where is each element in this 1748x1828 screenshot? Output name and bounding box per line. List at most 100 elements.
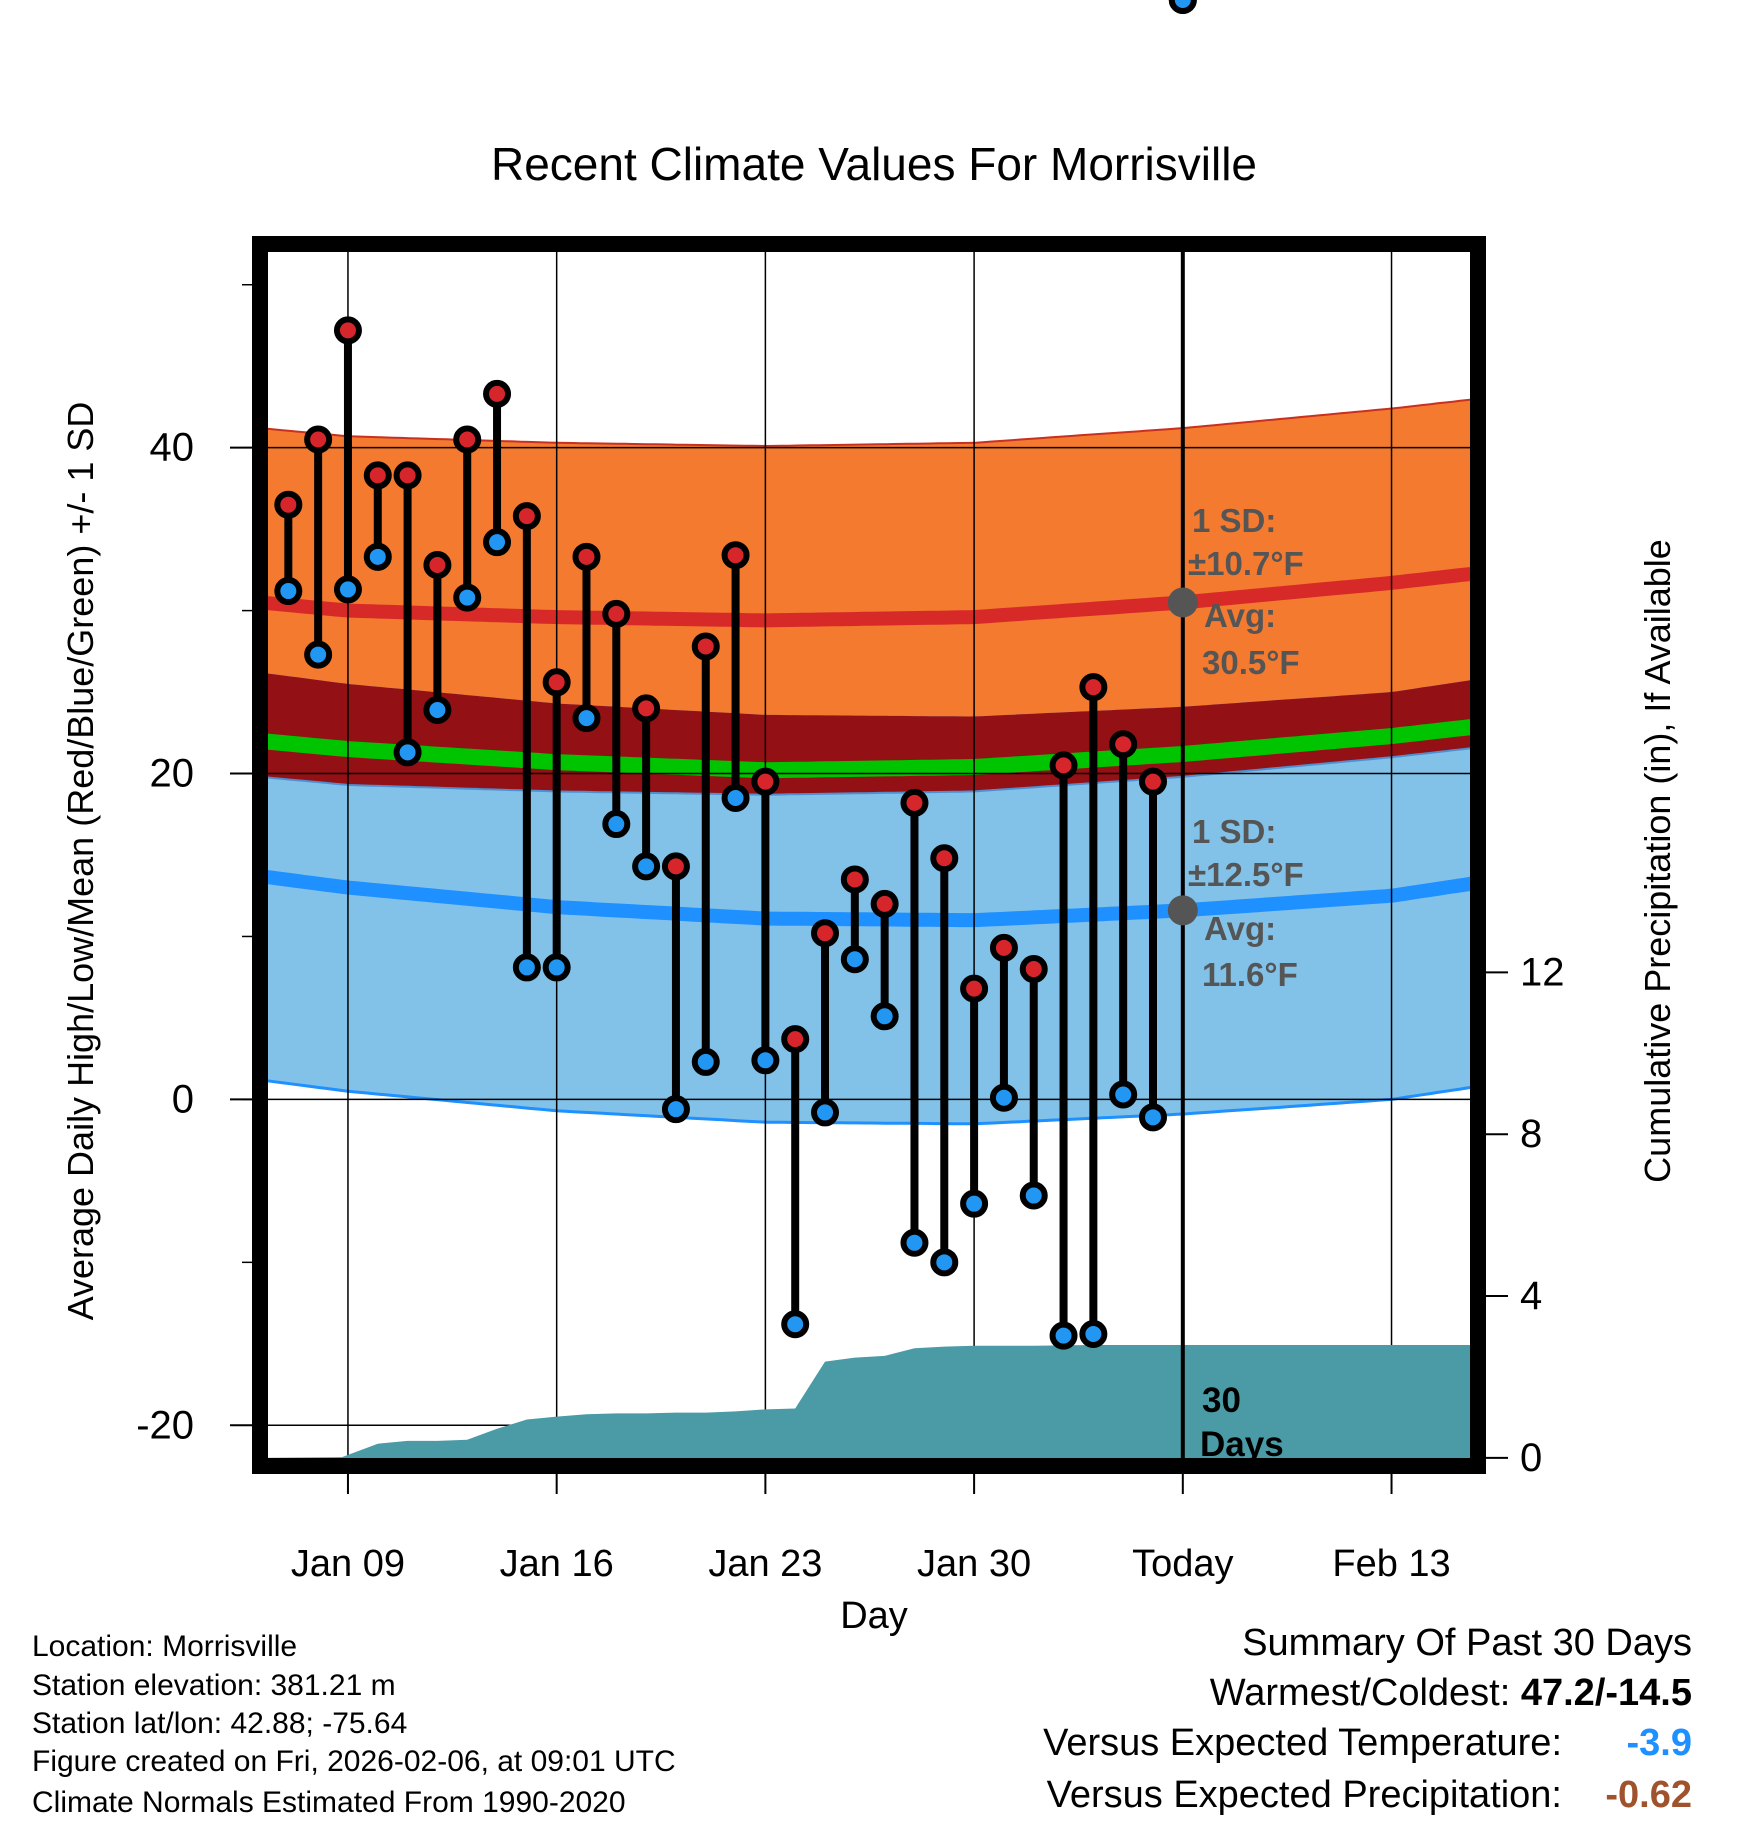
- daily-low-marker: [1168, 0, 1197, 14]
- temperature-value: -3.9: [1626, 1722, 1692, 1764]
- daily-low-marker: [572, 704, 601, 733]
- daily-low-marker: [661, 1095, 690, 1124]
- daily-low-marker: [751, 1046, 780, 1075]
- daily-high-marker: [483, 379, 512, 408]
- precip-days-number: 30: [1202, 1381, 1241, 1420]
- daily-low-marker: [1109, 1080, 1138, 1109]
- precip-area: [260, 1345, 1478, 1466]
- daily-low-marker: [453, 583, 482, 612]
- summary-precipitation: Versus Expected Precipitation: -0.62: [1047, 1774, 1692, 1817]
- daily-high-marker: [602, 599, 631, 628]
- daily-high-marker: [1139, 767, 1168, 796]
- summary-title: Summary Of Past 30 Days: [1242, 1622, 1692, 1665]
- daily-high-marker: [363, 461, 392, 490]
- daily-high-marker: [1019, 955, 1048, 984]
- daily-high-marker: [781, 1025, 810, 1054]
- daily-low-marker: [900, 1228, 929, 1257]
- daily-high-marker: [423, 550, 452, 579]
- high-sd-value: ±10.7°F: [1188, 545, 1304, 582]
- high-avg-value: 30.5°F: [1202, 644, 1300, 681]
- warmest-coldest-value: 47.2/-14.5: [1520, 1672, 1692, 1714]
- precip-days-label: Days: [1200, 1425, 1284, 1464]
- low-avg-label: Avg:: [1204, 910, 1276, 947]
- x-tick-label: Jan 16: [500, 1543, 614, 1585]
- x-axis-label: Day: [840, 1595, 908, 1637]
- daily-low-marker: [781, 1310, 810, 1339]
- daily-low-marker: [1049, 1321, 1078, 1350]
- y-tick-label: -20: [136, 1403, 194, 1447]
- y2-axis-label: Cumulative Precipitation (in), If Availa…: [1637, 539, 1678, 1183]
- x-tick-label: Jan 09: [291, 1543, 405, 1585]
- daily-low-marker: [870, 1002, 899, 1031]
- daily-high-marker: [900, 788, 929, 817]
- daily-low-marker: [1079, 1320, 1108, 1349]
- info-latlon: Station lat/lon: 42.88; -75.64: [32, 1707, 408, 1740]
- low-average-line: [259, 869, 1479, 928]
- daily-high-marker: [691, 632, 720, 661]
- daily-high-marker: [512, 502, 541, 531]
- info-elevation: Station elevation: 381.21 m: [32, 1669, 396, 1702]
- daily-low-marker: [721, 783, 750, 812]
- daily-high-marker: [661, 852, 690, 881]
- y-tick-label: 20: [150, 752, 195, 796]
- daily-high-marker: [930, 844, 959, 873]
- daily-high-marker: [632, 694, 661, 723]
- daily-low-marker: [1019, 1181, 1048, 1210]
- x-tick-label: Jan 30: [917, 1543, 1031, 1585]
- high-sd-band: [260, 398, 1478, 795]
- summary-title-text: Summary Of Past 30 Days: [1242, 1622, 1692, 1664]
- daily-low-marker: [1139, 1103, 1168, 1132]
- y2-tick-label: 8: [1520, 1112, 1542, 1156]
- low-average-point: [1167, 895, 1198, 926]
- high-average-line: [259, 566, 1479, 628]
- high-average-point: [1167, 587, 1198, 618]
- daily-high-marker: [721, 541, 750, 570]
- daily-high-marker: [989, 933, 1018, 962]
- y-axis-label: Average Daily High/Low/Mean (Red/Blue/Gr…: [60, 402, 101, 1321]
- daily-low-marker: [304, 640, 333, 669]
- y2-tick-label: 4: [1520, 1274, 1542, 1318]
- daily-high-marker: [393, 461, 422, 490]
- high-avg-label: Avg:: [1204, 597, 1276, 634]
- low-band-lower-edge: [259, 1078, 1479, 1126]
- daily-low-marker: [333, 575, 362, 604]
- info-location: Location: Morrisville: [32, 1630, 298, 1663]
- daily-high-marker: [1109, 730, 1138, 759]
- daily-low-marker: [632, 852, 661, 881]
- daily-high-marker: [751, 767, 780, 796]
- daily-high-marker: [304, 425, 333, 454]
- warmest-coldest-label: Warmest/Coldest:: [1209, 1672, 1521, 1714]
- daily-low-marker: [512, 953, 541, 982]
- precipitation-label: Versus Expected Precipitation:: [1046, 1774, 1562, 1816]
- precipitation-value: -0.62: [1605, 1774, 1692, 1816]
- summary-temperature: Versus Expected Temperature: -3.9: [1043, 1722, 1692, 1765]
- daily-high-marker: [542, 668, 571, 697]
- daily-high-marker: [960, 974, 989, 1003]
- daily-low-marker: [393, 738, 422, 767]
- summary-warmest-coldest: Warmest/Coldest: 47.2/-14.5: [1210, 1672, 1692, 1715]
- low-sd-label: 1 SD:: [1192, 813, 1276, 850]
- y-tick-label: 40: [150, 426, 195, 470]
- daily-low-marker: [989, 1083, 1018, 1112]
- plot-frame: [252, 236, 1486, 1474]
- y2-tick-label: 0: [1520, 1436, 1542, 1480]
- y2-tick-label: 12: [1520, 950, 1565, 994]
- low-sd-value: ±12.5°F: [1188, 856, 1304, 893]
- daily-high-marker: [274, 490, 303, 519]
- daily-low-marker: [691, 1047, 720, 1076]
- daily-high-marker: [333, 316, 362, 345]
- info-created: Figure created on Fri, 2026-02-06, at 09…: [32, 1745, 676, 1778]
- daily-low-marker: [542, 953, 571, 982]
- daily-low-marker: [423, 695, 452, 724]
- daily-low-marker: [960, 1189, 989, 1218]
- y-tick-label: 0: [172, 1077, 194, 1121]
- low-avg-value: 11.6°F: [1202, 956, 1298, 993]
- daily-low-marker: [483, 528, 512, 557]
- daily-high-marker: [1079, 673, 1108, 702]
- mean-average-line: [259, 718, 1479, 779]
- high-band-lower-edge: [259, 746, 1479, 796]
- daily-low-marker: [840, 945, 869, 974]
- daily-high-marker: [572, 542, 601, 571]
- high-sd-label: 1 SD:: [1192, 502, 1276, 539]
